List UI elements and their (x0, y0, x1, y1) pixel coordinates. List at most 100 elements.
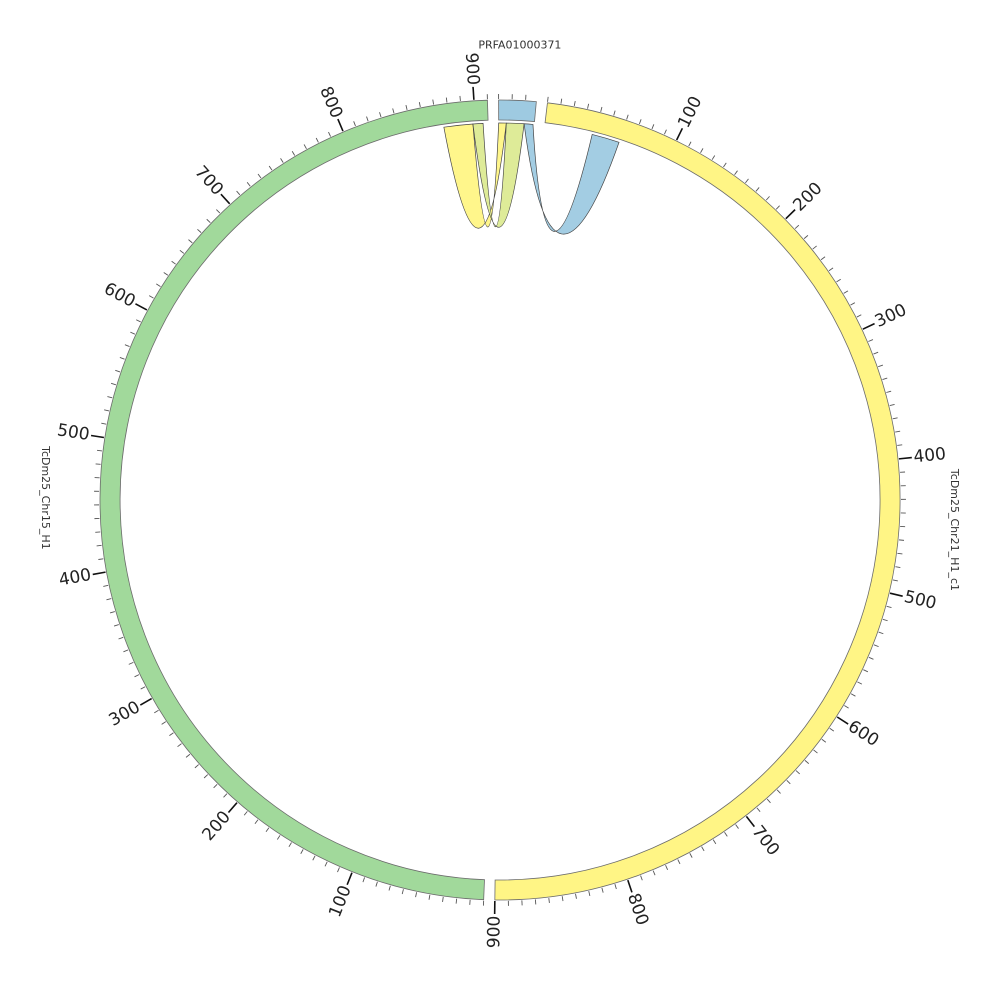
minor-tick (756, 807, 761, 813)
minor-tick (353, 121, 356, 127)
major-tick (337, 118, 344, 132)
minor-tick (362, 877, 366, 883)
major-tick (862, 322, 875, 330)
minor-tick (613, 110, 616, 116)
minor-tick (203, 774, 209, 779)
minor-tick (156, 283, 161, 287)
major-tick (785, 209, 796, 220)
minor-tick (665, 865, 669, 870)
minor-tick (776, 789, 781, 794)
minor-tick (843, 290, 849, 294)
minor-tick (254, 819, 259, 824)
minor-tick (882, 618, 888, 622)
ticks-layer (90, 86, 912, 914)
major-tick (898, 456, 912, 460)
minor-tick (886, 605, 892, 609)
minor-tick (379, 112, 382, 118)
minor-tick (734, 170, 738, 176)
major-tick (135, 303, 148, 311)
minor-tick (107, 396, 113, 399)
major-tick (346, 872, 353, 886)
minor-tick (850, 693, 856, 697)
minor-tick (857, 681, 863, 685)
minor-tick (392, 108, 395, 114)
minor-tick (836, 278, 841, 283)
minor-tick (148, 295, 154, 299)
link-ribbon-2 (472, 122, 525, 228)
minor-tick (213, 783, 218, 789)
minor-tick (312, 855, 316, 861)
minor-tick (388, 885, 391, 891)
tick-label: 600 (101, 279, 139, 312)
minor-tick (638, 119, 642, 125)
minor-tick (588, 890, 591, 897)
minor-tick (856, 314, 862, 318)
links-layer (443, 122, 620, 235)
minor-tick (179, 249, 185, 254)
tick-label: 300 (106, 697, 144, 730)
minor-tick (701, 846, 705, 852)
minor-tick (109, 611, 115, 614)
minor-tick (663, 129, 667, 135)
minor-tick (291, 150, 296, 156)
minor-tick (300, 849, 304, 854)
minor-tick (820, 256, 826, 261)
tick-label: 400 (913, 444, 947, 467)
tick-label: 600 (844, 717, 882, 751)
minor-tick (124, 344, 130, 347)
minor-tick (118, 636, 124, 640)
minor-tick (735, 824, 739, 829)
minor-tick (560, 98, 563, 104)
minor-tick (897, 552, 903, 555)
minor-tick (418, 102, 421, 108)
minor-tick (103, 584, 109, 587)
minor-tick (375, 881, 378, 887)
minor-tick (134, 674, 140, 678)
minor-tick (177, 743, 182, 748)
segment-label-tcdm25_chr21_h1_c1: TcDm25_Chr21_H1_c1 (948, 468, 961, 591)
minor-tick (765, 196, 770, 201)
segment-label-tcdm25_chr15_h1: TcDm25_Chr15_H1 (39, 445, 52, 550)
minor-tick (268, 165, 273, 171)
link-ribbon-1 (443, 122, 507, 229)
minor-tick (188, 239, 193, 244)
minor-tick (601, 887, 604, 893)
minor-tick (169, 732, 174, 737)
minor-tick (415, 892, 418, 898)
minor-tick (766, 798, 771, 804)
minor-tick (442, 896, 444, 902)
minor-tick (104, 409, 110, 412)
major-tick (745, 815, 756, 828)
minor-tick (882, 377, 888, 380)
major-tick (90, 434, 105, 439)
minor-tick (366, 116, 369, 122)
minor-tick (886, 390, 892, 393)
minor-tick (185, 753, 191, 758)
minor-tick (303, 144, 307, 150)
labels-layer: 1002003004005006007008009001002003004005… (39, 38, 961, 948)
minor-tick (280, 158, 284, 163)
tick-label: 700 (748, 822, 784, 860)
minor-tick (123, 649, 129, 653)
minor-tick (337, 867, 340, 873)
minor-tick (828, 267, 834, 272)
minor-tick (101, 422, 107, 425)
minor-tick (216, 209, 221, 214)
minor-tick (405, 104, 408, 111)
minor-tick (688, 141, 692, 147)
minor-tick (812, 245, 817, 250)
minor-tick (194, 764, 199, 769)
tick-label: 800 (315, 84, 346, 122)
minor-tick (786, 780, 791, 785)
minor-tick (821, 738, 827, 743)
minor-tick (892, 417, 898, 420)
minor-tick (547, 96, 549, 102)
major-tick (889, 592, 903, 597)
minor-tick (897, 444, 903, 446)
segment-label-prfa01000371: PRFA01000371 (478, 38, 561, 51)
minor-tick (96, 544, 102, 547)
tick-label: 900 (484, 916, 504, 949)
minor-tick (640, 875, 643, 881)
minor-tick (197, 228, 202, 233)
